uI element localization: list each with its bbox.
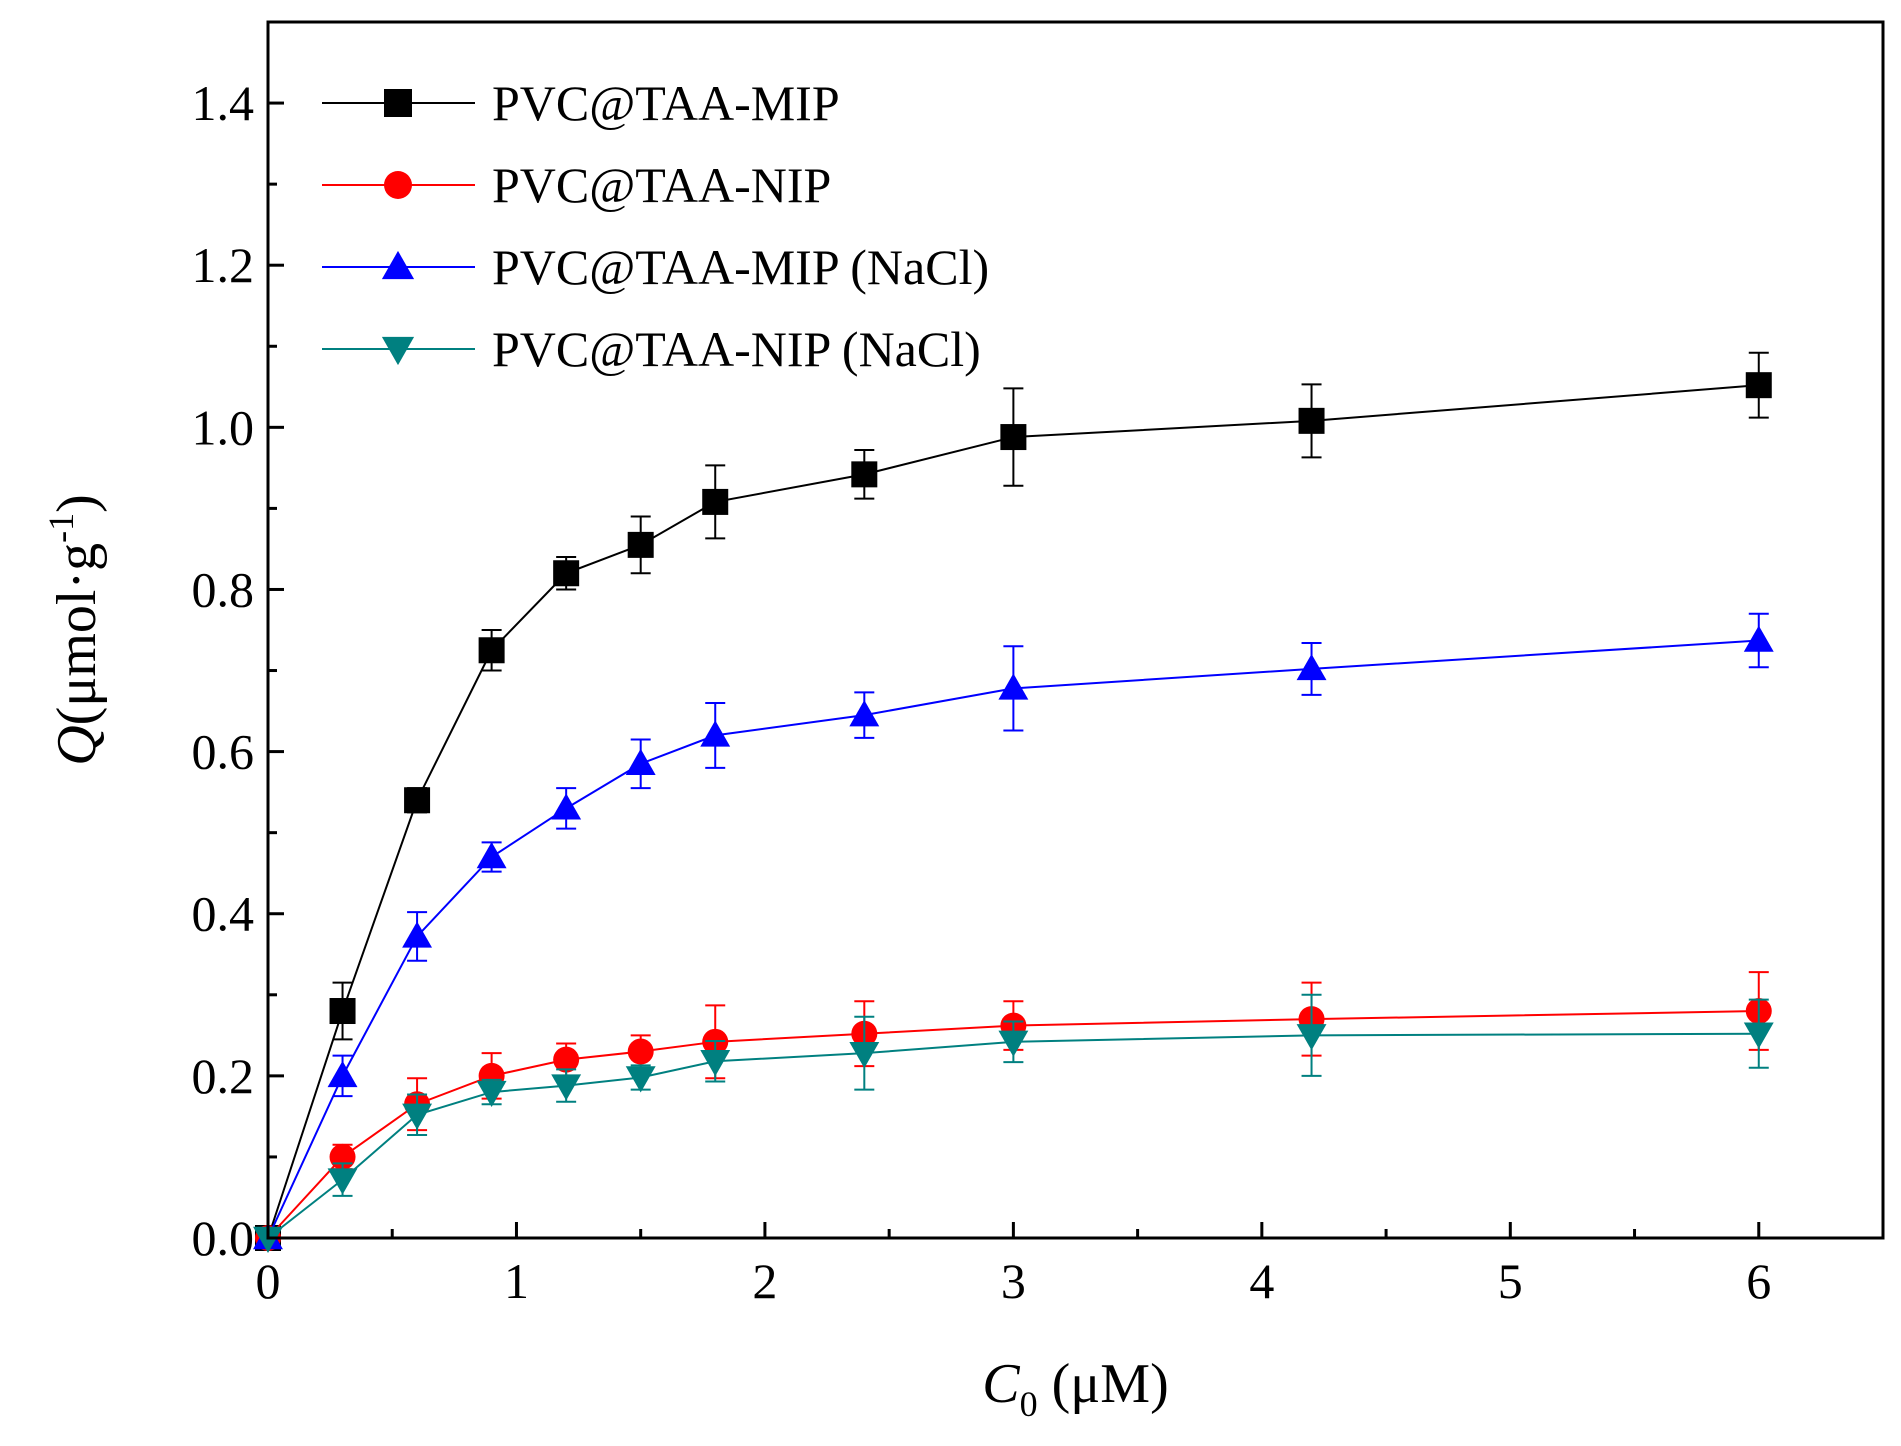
x-tick-label: 0 [256,1253,281,1309]
data-point [998,673,1029,700]
y-axis-title: Q(μmol·g-1) [41,494,108,766]
data-point [627,531,654,558]
data-point [849,1041,880,1069]
y-tick-label: 1.0 [192,399,255,455]
data-point [253,1226,283,1253]
plot-frame [266,20,1885,1240]
data-point [551,793,582,820]
legend-label: PVC@TAA-MIP [492,75,840,131]
axes: 0 1 2 3 4 5 6 0.0 0.2 0.4 0.6 0.8 1.0 1.2 1.4 [192,75,1772,1309]
data-point [402,921,433,948]
data-point [851,461,878,488]
y-axis-variable: Q [46,725,108,765]
data-point [1298,407,1325,434]
x-tick-label: 3 [1001,1253,1026,1309]
data-point [1296,1024,1327,1051]
legend-marker [381,336,415,366]
legend-marker [384,171,412,199]
y-tick-label: 0.6 [192,724,255,780]
y-axis-superscript: -1 [41,513,81,543]
plot-area [253,351,1774,1253]
data-point [1743,625,1774,652]
x-tick-label: 5 [1498,1253,1523,1309]
y-tick-label: 1.4 [192,75,255,131]
data-point [625,1066,656,1093]
legend-label: PVC@TAA-NIP [492,157,831,213]
data-point [998,1030,1029,1057]
y-axis-unit: (μmol·g [46,543,108,725]
legend-marker [381,250,415,280]
data-point [478,637,505,664]
x-axis-title: C0 (μM) [982,1353,1168,1424]
data-point [553,560,580,587]
x-axis-variable: C [982,1353,1020,1415]
legend-marker [384,89,412,117]
data-point [1296,653,1327,681]
data-point [404,787,431,814]
legend-label: PVC@TAA-NIP (NaCl) [492,321,981,377]
x-tick-label: 4 [1249,1253,1274,1309]
x-tick-label: 1 [504,1253,529,1309]
data-point [1000,424,1027,451]
y-tick-label: 0.2 [192,1048,255,1104]
data-point [329,998,356,1025]
data-point [476,842,507,869]
series-0 [255,351,1772,1251]
y-tick-label: 0.0 [192,1210,255,1266]
x-axis-unit: (μM) [1038,1353,1169,1415]
data-point [700,720,731,747]
y-tick-label: 0.8 [192,561,255,617]
data-point [1745,372,1772,399]
data-point [327,1168,358,1195]
data-point [702,488,729,515]
y-axis-close: ) [46,494,108,513]
legend-label: PVC@TAA-MIP (NaCl) [492,239,989,295]
x-tick-label: 2 [752,1253,777,1309]
y-tick-label: 0.4 [192,886,255,942]
data-point [553,1046,580,1073]
data-point [627,1038,654,1065]
x-tick-label: 6 [1746,1253,1771,1309]
data-point [700,1050,731,1077]
series-3 [253,993,1774,1253]
data-point [849,700,880,727]
legend: PVC@TAA-MIP PVC@TAA-NIP PVC@TAA-MIP (NaCl)… [322,75,989,377]
data-point [551,1074,582,1101]
data-point [476,1080,507,1108]
data-point [402,1103,433,1130]
data-point [625,748,656,775]
y-tick-label: 1.2 [192,237,255,293]
data-point [327,1060,358,1088]
series-2 [253,612,1774,1250]
x-axis-subscript: 0 [1020,1384,1038,1424]
data-point [1743,1022,1774,1049]
